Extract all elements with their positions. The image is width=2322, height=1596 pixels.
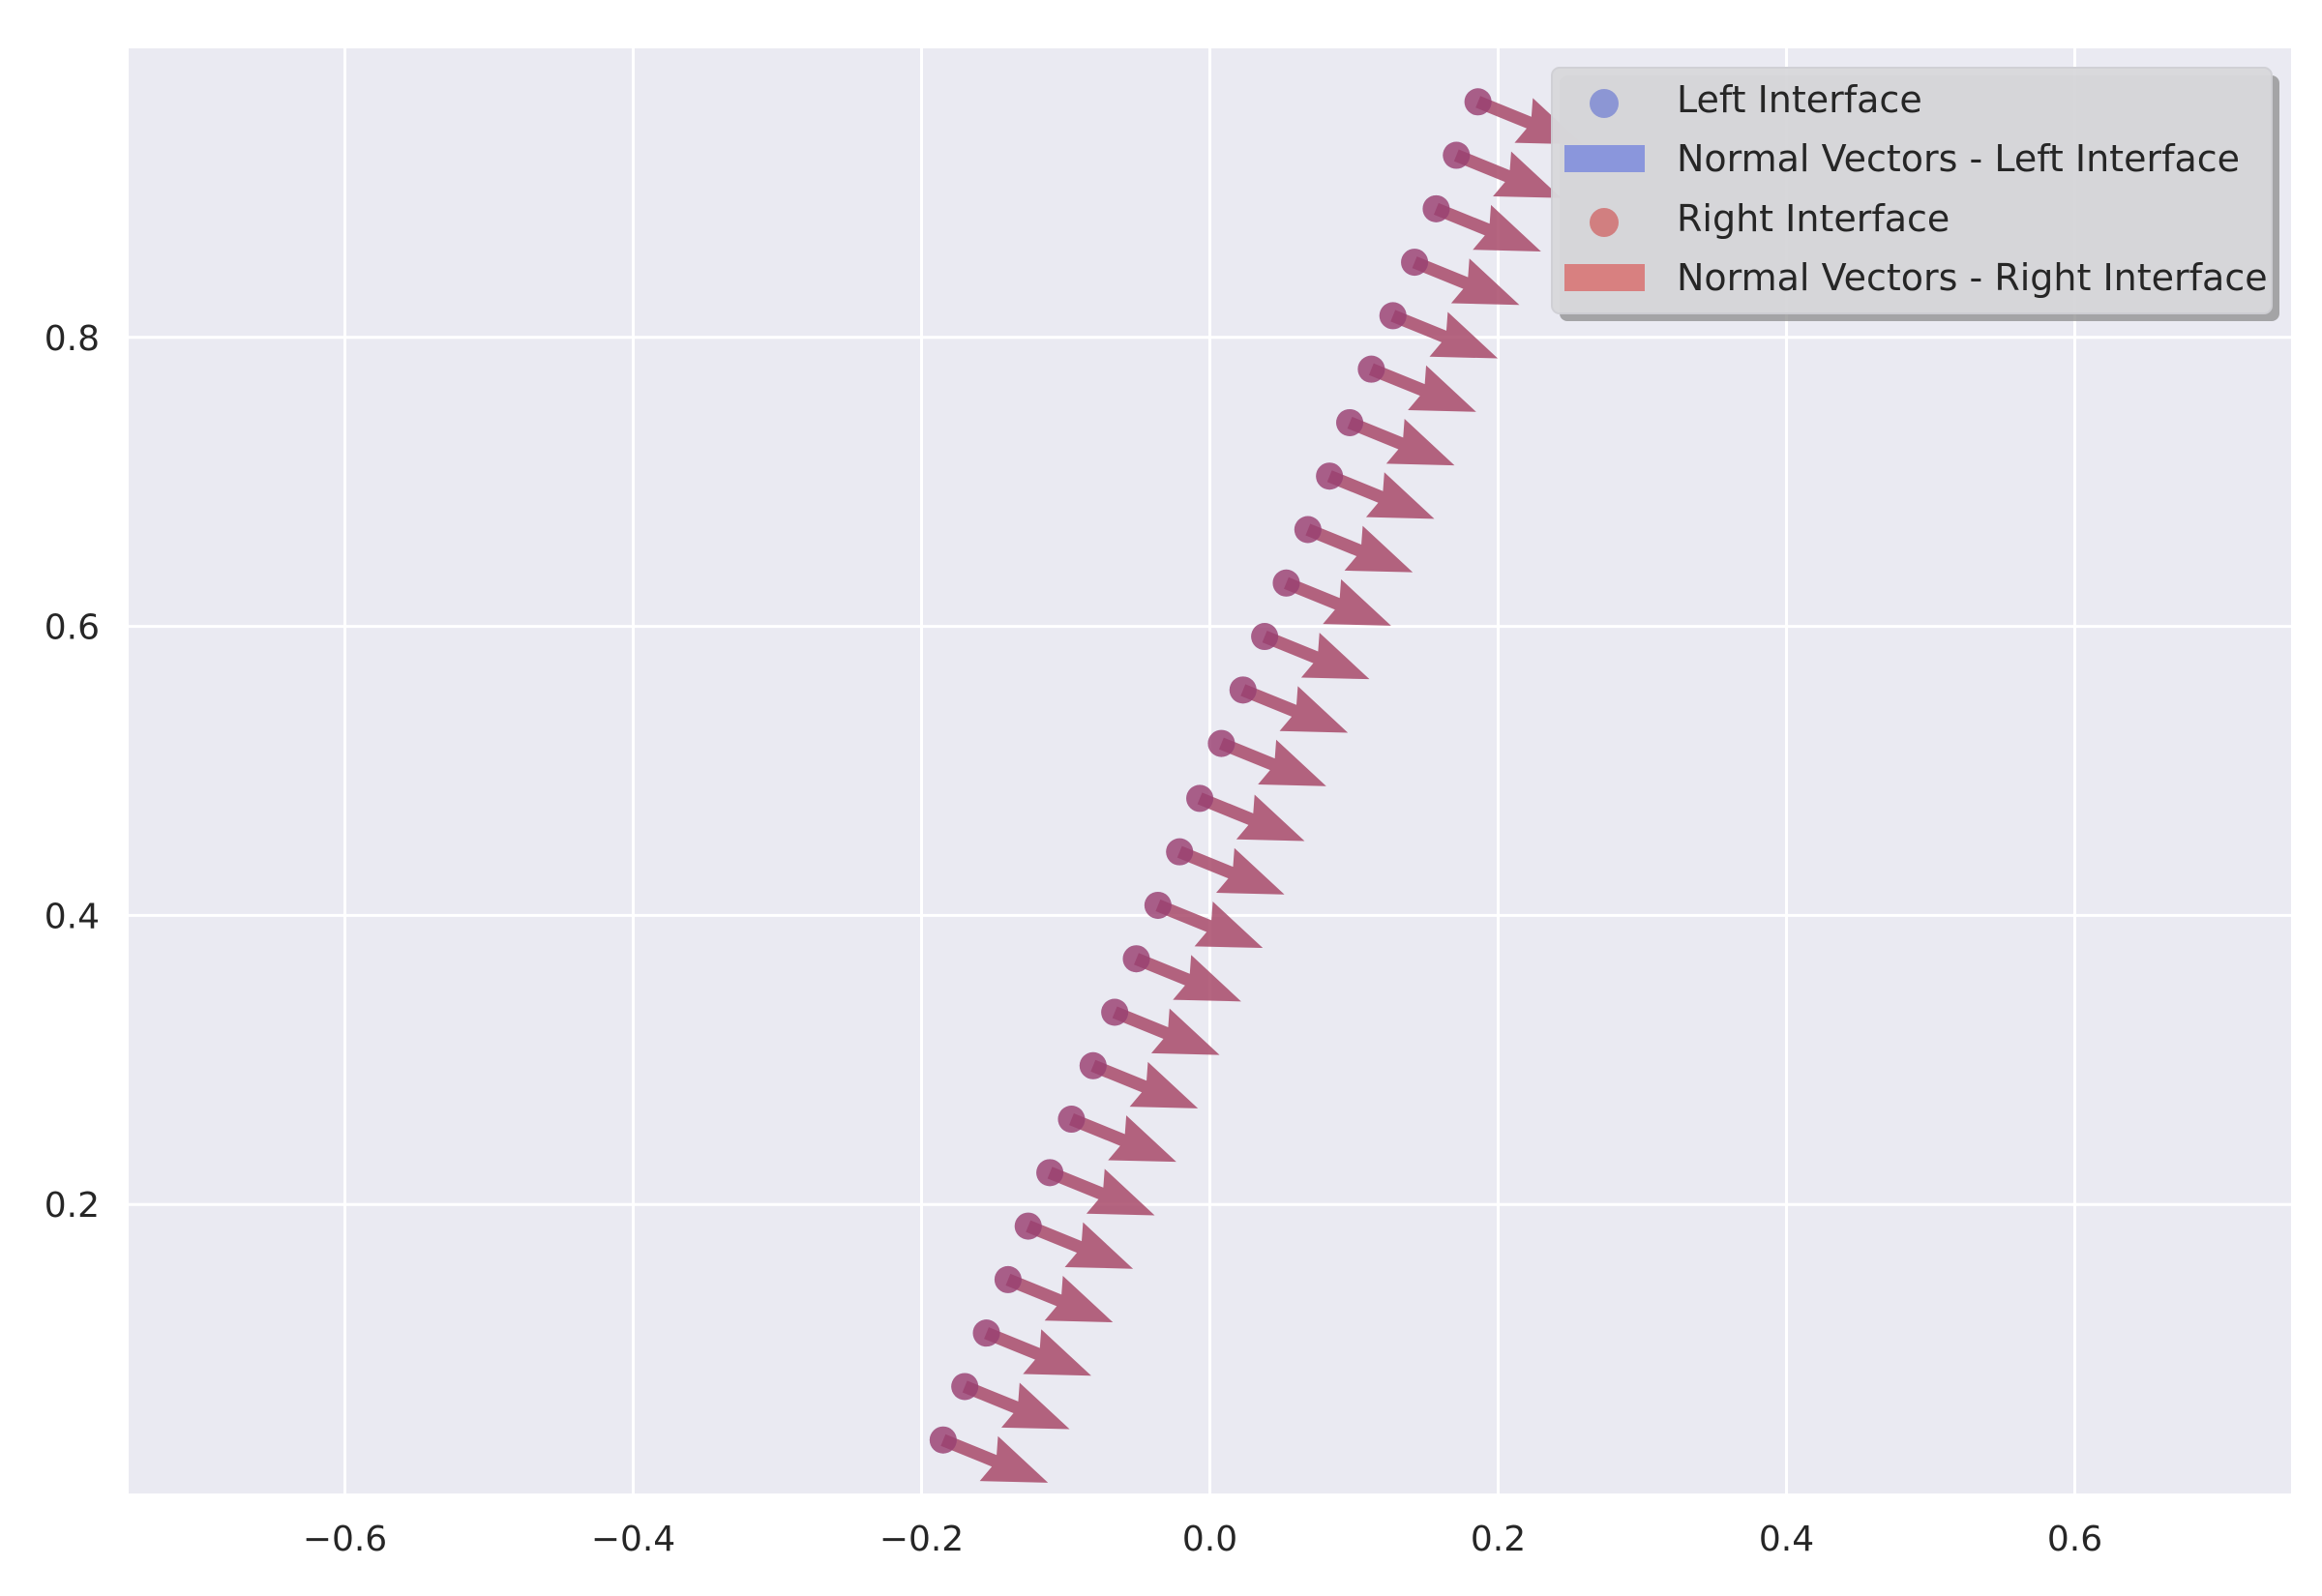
x-tick-label: 0.2 bbox=[1471, 1520, 1526, 1559]
normal-vector-arrow bbox=[1112, 1006, 1220, 1055]
normal-vector-arrow bbox=[1326, 470, 1435, 519]
right-interface-point bbox=[1122, 945, 1150, 973]
legend-label-right-normals: Normal Vectors - Right Interface bbox=[1677, 256, 2268, 299]
right-interface-point bbox=[1014, 1212, 1042, 1240]
right-interface-point bbox=[1036, 1159, 1064, 1187]
right-interface-point bbox=[1336, 408, 1364, 436]
normal-vector-arrow bbox=[1069, 1113, 1176, 1163]
legend-swatch-right-normals bbox=[1564, 264, 1645, 291]
normal-vector-arrow bbox=[1240, 684, 1349, 733]
right-interface-point bbox=[1357, 355, 1385, 383]
right-interface-point bbox=[1379, 302, 1407, 330]
right-interface-point bbox=[1144, 891, 1172, 919]
normal-vector-arrow bbox=[962, 1380, 1070, 1430]
normal-vector-arrow bbox=[1433, 202, 1541, 251]
normal-vector-arrow bbox=[1134, 953, 1241, 1002]
normal-vector-arrow bbox=[1026, 1220, 1134, 1269]
y-tick-label: 0.6 bbox=[45, 608, 100, 648]
x-tick-label: 0.4 bbox=[1759, 1520, 1814, 1559]
x-tick-label: −0.6 bbox=[303, 1520, 387, 1559]
legend-marker-left-interface bbox=[1590, 89, 1619, 118]
right-interface-point bbox=[1401, 249, 1429, 277]
right-interface-point bbox=[972, 1319, 1000, 1347]
normal-vector-arrow bbox=[1368, 363, 1476, 412]
normal-vector-arrow bbox=[1262, 631, 1370, 680]
x-tick-labels: −0.6 −0.4 −0.2 0.0 0.2 0.4 0.6 bbox=[303, 1520, 2102, 1559]
right-interface-point bbox=[1057, 1106, 1086, 1134]
x-tick-label: −0.2 bbox=[879, 1520, 964, 1559]
normal-vector-arrow bbox=[1005, 1273, 1114, 1323]
x-tick-label: 0.0 bbox=[1182, 1520, 1237, 1559]
normal-vector-arrow bbox=[1047, 1167, 1155, 1216]
interface-points bbox=[929, 88, 1492, 1454]
normal-vector-arrow bbox=[1090, 1059, 1199, 1108]
right-interface-point bbox=[1251, 623, 1279, 651]
right-interface-point bbox=[1207, 729, 1235, 757]
right-interface-point bbox=[1101, 998, 1129, 1026]
normal-vector-arrow bbox=[1176, 845, 1285, 895]
right-interface-point bbox=[1422, 194, 1450, 222]
legend-swatch-left-normals bbox=[1564, 145, 1645, 172]
right-interface-point bbox=[994, 1265, 1022, 1293]
legend-label-left-interface: Left Interface bbox=[1677, 78, 1922, 121]
normal-vector-arrow bbox=[1453, 149, 1562, 198]
normal-vector-arrow bbox=[1197, 792, 1305, 842]
normal-vector-arrow bbox=[940, 1433, 1049, 1483]
y-tick-labels: 0.2 0.4 0.6 0.8 bbox=[45, 319, 100, 1226]
normal-vector-arrow bbox=[1305, 523, 1414, 573]
normal-vector-arrow bbox=[1284, 576, 1391, 626]
y-tick-label: 0.2 bbox=[45, 1186, 100, 1226]
right-interface-point bbox=[1079, 1051, 1107, 1079]
normal-vector-arrow bbox=[1390, 310, 1499, 359]
right-interface-point bbox=[1272, 569, 1300, 597]
right-interface-point bbox=[1186, 784, 1214, 813]
normal-vector-arrow bbox=[1155, 899, 1264, 949]
legend-frame bbox=[1551, 67, 2273, 314]
right-interface-point bbox=[951, 1373, 979, 1401]
normal-vector-arrow bbox=[1412, 256, 1520, 306]
normal-vector-arrow bbox=[984, 1327, 1091, 1376]
x-tick-label: −0.4 bbox=[591, 1520, 675, 1559]
right-interface-point bbox=[1294, 516, 1322, 544]
right-interface-point bbox=[1464, 88, 1492, 116]
normal-vector-arrow bbox=[1218, 737, 1326, 786]
normal-vector-arrow bbox=[1347, 416, 1455, 466]
x-tick-label: 0.6 bbox=[2047, 1520, 2102, 1559]
legend-marker-right-interface bbox=[1590, 208, 1619, 237]
y-tick-label: 0.4 bbox=[45, 897, 100, 936]
right-interface-point bbox=[1229, 676, 1257, 704]
right-interface-point bbox=[929, 1426, 957, 1454]
right-interface-point bbox=[1443, 141, 1471, 169]
right-interface-point bbox=[1316, 462, 1344, 490]
legend: Left Interface Normal Vectors - Left Int… bbox=[1551, 67, 2279, 321]
grid-lines bbox=[129, 48, 2291, 1493]
normal-vector-arrows bbox=[940, 96, 1584, 1483]
legend-label-right-interface: Right Interface bbox=[1677, 197, 1950, 240]
legend-label-left-normals: Normal Vectors - Left Interface bbox=[1677, 137, 2240, 180]
right-interface-point bbox=[1166, 838, 1194, 866]
y-tick-label: 0.8 bbox=[45, 319, 100, 359]
